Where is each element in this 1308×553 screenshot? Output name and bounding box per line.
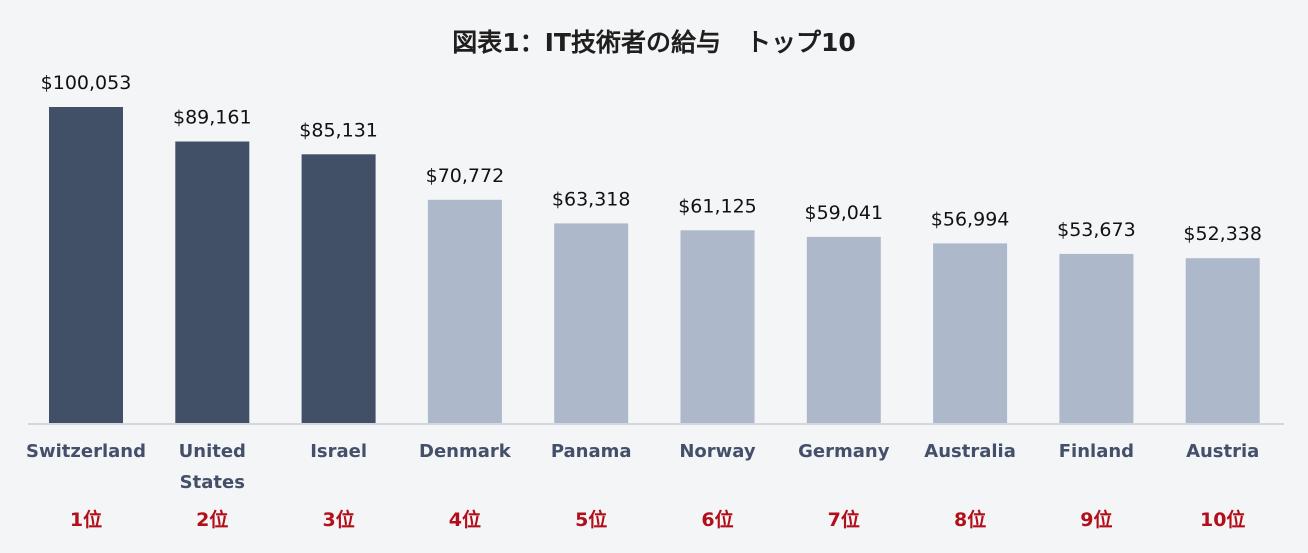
category-label-norway: Norway <box>679 441 756 462</box>
rank-label-israel: 3位 <box>322 508 354 531</box>
bars-group <box>49 107 1260 425</box>
category-label-line: States <box>180 472 245 493</box>
value-label-united-states: $89,161 <box>173 107 252 129</box>
value-label-denmark: $70,772 <box>426 165 505 187</box>
bar-israel <box>301 154 376 425</box>
rank-label-germany: 7位 <box>828 508 860 531</box>
value-label-norway: $61,125 <box>678 195 757 217</box>
value-label-finland: $53,673 <box>1057 219 1136 241</box>
value-label-austria: $52,338 <box>1183 223 1262 245</box>
rank-label-panama: 5位 <box>575 508 607 531</box>
category-label-line: Austria <box>1186 441 1259 462</box>
category-label-line: Israel <box>310 441 367 462</box>
category-label-line: United <box>179 441 246 462</box>
category-label-israel: Israel <box>310 441 367 462</box>
bar-finland <box>1059 253 1134 424</box>
bar-united-states <box>175 141 250 424</box>
category-label-line: Australia <box>924 441 1016 462</box>
value-label-switzerland: $100,053 <box>41 72 132 94</box>
category-label-line: Germany <box>798 441 890 462</box>
bar-australia <box>933 243 1008 424</box>
rank-label-norway: 6位 <box>701 508 733 531</box>
value-label-germany: $59,041 <box>805 202 884 224</box>
category-label-line: Switzerland <box>26 441 146 462</box>
value-label-panama: $63,318 <box>552 188 631 210</box>
category-label-united-states: United States <box>179 441 246 493</box>
category-label-finland: Finland <box>1059 441 1134 462</box>
category-labels-group: Switzerland United States Israel Denmark Pana… <box>26 441 1259 493</box>
value-label-israel: $85,131 <box>299 119 378 141</box>
bar-germany <box>806 236 881 424</box>
rank-labels-group: 1位 2位 3位 4位 5位 6位 7位 8位 9位 10位 <box>70 508 1246 531</box>
category-label-line: Norway <box>679 441 756 462</box>
category-label-denmark: Denmark <box>419 441 512 462</box>
category-label-switzerland: Switzerland <box>26 441 146 462</box>
rank-label-australia: 8位 <box>954 508 986 531</box>
bar-panama <box>554 223 629 424</box>
category-label-line: Finland <box>1059 441 1134 462</box>
rank-label-denmark: 4位 <box>449 508 481 531</box>
category-label-line: Panama <box>551 441 632 462</box>
value-label-australia: $56,994 <box>931 208 1010 230</box>
value-labels-group: $100,053 $89,161 $85,131 $70,772 $63,318 $61,… <box>41 72 1262 245</box>
bar-switzerland <box>49 107 123 424</box>
rank-label-austria: 10位 <box>1200 508 1245 531</box>
rank-label-finland: 9位 <box>1080 508 1112 531</box>
category-label-line: Denmark <box>419 441 512 462</box>
bar-denmark <box>427 199 502 424</box>
bar-austria <box>1185 258 1260 424</box>
chart-title: 図表1：IT技術者の給与 トップ10 <box>452 28 856 57</box>
rank-label-united-states: 2位 <box>196 508 228 531</box>
bar-norway <box>680 230 755 424</box>
category-label-panama: Panama <box>551 441 632 462</box>
rank-label-switzerland: 1位 <box>70 508 102 531</box>
category-label-australia: Australia <box>924 441 1016 462</box>
category-label-germany: Germany <box>798 441 890 462</box>
category-label-austria: Austria <box>1186 441 1259 462</box>
